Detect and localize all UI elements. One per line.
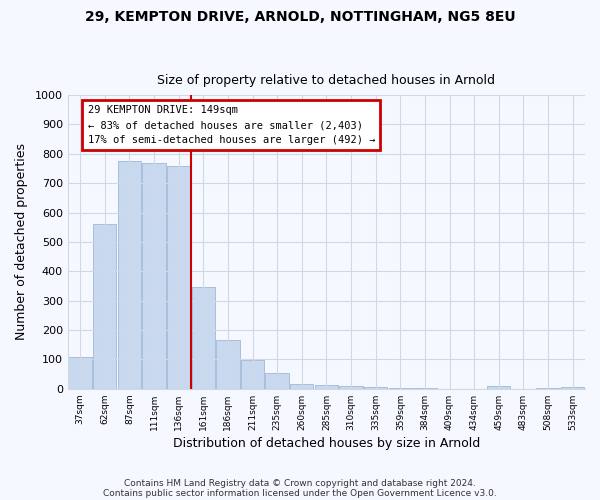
- Text: 29, KEMPTON DRIVE, ARNOLD, NOTTINGHAM, NG5 8EU: 29, KEMPTON DRIVE, ARNOLD, NOTTINGHAM, N…: [85, 10, 515, 24]
- Bar: [315, 386, 338, 389]
- Bar: [536, 388, 560, 389]
- Bar: [364, 388, 388, 389]
- Text: Contains public sector information licensed under the Open Government Licence v3: Contains public sector information licen…: [103, 488, 497, 498]
- Text: Contains HM Land Registry data © Crown copyright and database right 2024.: Contains HM Land Registry data © Crown c…: [124, 478, 476, 488]
- Text: 29 KEMPTON DRIVE: 149sqm
← 83% of detached houses are smaller (2,403)
17% of sem: 29 KEMPTON DRIVE: 149sqm ← 83% of detach…: [88, 106, 375, 145]
- Y-axis label: Number of detached properties: Number of detached properties: [15, 144, 28, 340]
- Bar: [191, 288, 215, 389]
- Bar: [93, 224, 116, 389]
- Bar: [216, 340, 239, 389]
- Bar: [413, 388, 437, 389]
- Bar: [118, 161, 141, 389]
- Bar: [340, 386, 363, 389]
- Bar: [487, 386, 511, 389]
- Bar: [561, 388, 584, 389]
- Bar: [167, 166, 190, 389]
- Bar: [290, 384, 313, 389]
- Bar: [389, 388, 412, 389]
- Bar: [265, 372, 289, 389]
- Title: Size of property relative to detached houses in Arnold: Size of property relative to detached ho…: [157, 74, 496, 87]
- Bar: [68, 356, 92, 389]
- Bar: [241, 360, 264, 389]
- X-axis label: Distribution of detached houses by size in Arnold: Distribution of detached houses by size …: [173, 437, 480, 450]
- Bar: [142, 162, 166, 389]
